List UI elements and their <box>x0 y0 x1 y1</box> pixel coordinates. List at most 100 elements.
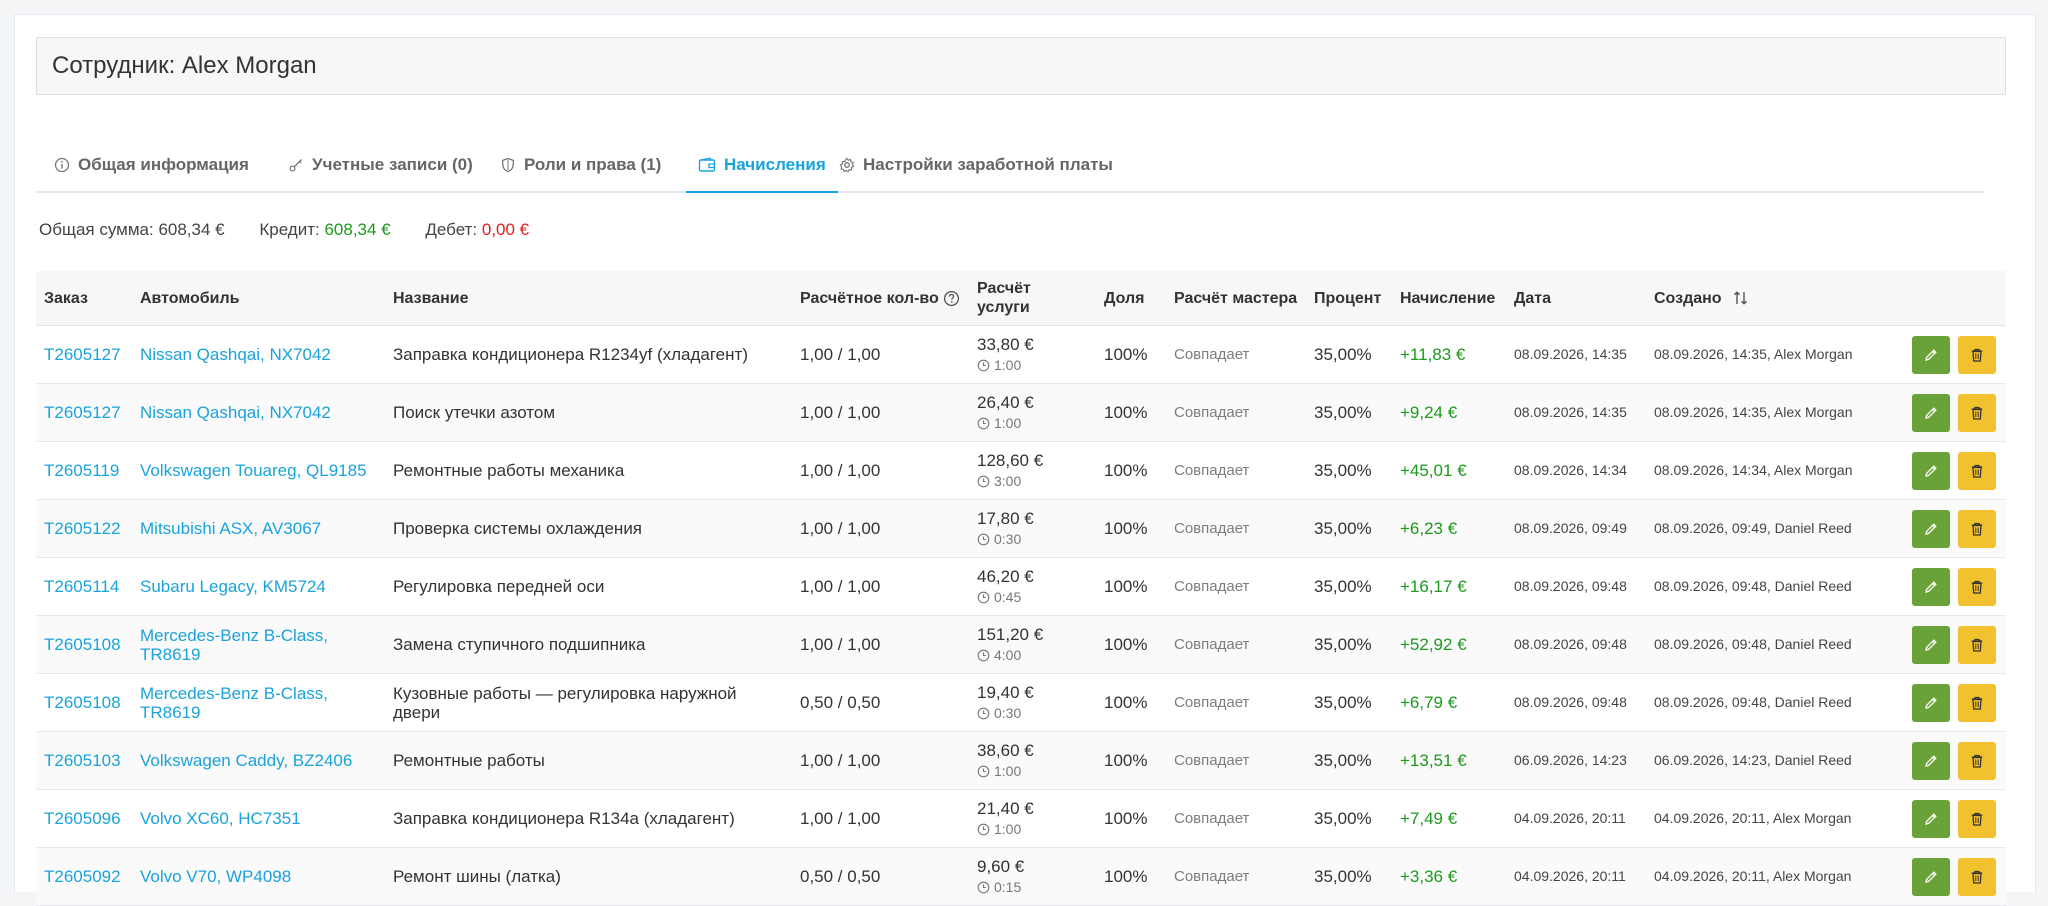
col-accrual: Начисление <box>1392 271 1506 326</box>
delete-button[interactable] <box>1958 625 1996 664</box>
delete-button[interactable] <box>1958 451 1996 490</box>
edit-button[interactable] <box>1912 509 1950 548</box>
pencil-icon <box>1925 522 1937 535</box>
car-link[interactable]: Volkswagen Touareg, QL9185 <box>140 461 367 480</box>
shield-icon <box>501 157 515 173</box>
help-icon[interactable] <box>943 290 960 307</box>
table-row: T2605122 Mitsubishi ASX, AV3067 Проверка… <box>36 499 2006 558</box>
tab-roles[interactable]: Роли и права (1) <box>500 139 661 191</box>
service-time: 3:00 <box>994 472 1022 489</box>
delete-button[interactable] <box>1958 393 1996 432</box>
master-calc: Совпадает <box>1166 557 1306 616</box>
edit-button[interactable] <box>1912 857 1950 896</box>
car-link[interactable]: Nissan Qashqai, NX7042 <box>140 345 331 364</box>
table-row: T2605127 Nissan Qashqai, NX7042 Заправка… <box>36 325 2006 384</box>
service-name: Кузовные работы — регулировка наружной д… <box>385 673 792 732</box>
created-value: 08.09.2026, 09:48, Daniel Reed <box>1646 673 1904 732</box>
edit-button[interactable] <box>1912 451 1950 490</box>
order-link[interactable]: T2605108 <box>44 693 121 712</box>
edit-button[interactable] <box>1912 393 1950 432</box>
trash-icon <box>1971 464 1983 478</box>
order-link[interactable]: T2605119 <box>44 461 120 480</box>
share-value: 100% <box>1096 325 1166 384</box>
delete-button[interactable] <box>1958 741 1996 780</box>
car-link[interactable]: Nissan Qashqai, NX7042 <box>140 403 331 422</box>
edit-button[interactable] <box>1912 683 1950 722</box>
car-link[interactable]: Mitsubishi ASX, AV3067 <box>140 519 322 538</box>
tab-accounts[interactable]: Учетные записи (0) <box>288 139 473 191</box>
delete-button[interactable] <box>1958 683 1996 722</box>
car-link[interactable]: Subaru Legacy, KM5724 <box>140 577 326 596</box>
delete-button[interactable] <box>1958 857 1996 896</box>
pencil-icon <box>1925 464 1937 477</box>
qty-value: 1,00 / 1,00 <box>792 731 969 790</box>
service-calc: 26,40 € 1:00 <box>969 383 1096 442</box>
accrual-value: +45,01 € <box>1392 441 1506 500</box>
total-sum: Общая сумма: 608,34 € <box>39 220 225 239</box>
percent-value: 35,00% <box>1306 789 1392 848</box>
service-time: 1:00 <box>994 762 1022 779</box>
order-link[interactable]: T2605103 <box>44 751 121 770</box>
order-link[interactable]: T2605108 <box>44 635 121 654</box>
trash-icon <box>1971 406 1983 420</box>
service-name: Регулировка передней оси <box>385 557 792 616</box>
col-name: Название <box>385 271 792 326</box>
employee-card: Сотрудник: Alex Morgan Общая информация … <box>14 14 2036 906</box>
delete-button[interactable] <box>1958 509 1996 548</box>
created-value: 04.09.2026, 20:11, Alex Morgan <box>1646 789 1904 848</box>
trash-icon <box>1971 638 1983 652</box>
edit-button[interactable] <box>1912 335 1950 374</box>
trash-icon <box>1971 696 1983 710</box>
debit-sum: Дебет: 0,00 € <box>425 220 530 239</box>
created-value: 06.09.2026, 14:23, Daniel Reed <box>1646 731 1904 790</box>
summary-bar: Общая сумма: 608,34 € Кредит: 608,34 € Д… <box>39 220 559 240</box>
wallet-icon <box>698 157 716 172</box>
accrual-value: +52,92 € <box>1392 615 1506 674</box>
clock-icon <box>977 765 990 777</box>
edit-button[interactable] <box>1912 799 1950 838</box>
service-name: Замена ступичного подшипника <box>385 615 792 674</box>
tab-salary-settings[interactable]: Настройки заработной платы <box>839 139 1113 191</box>
service-price: 19,40 € <box>977 682 1034 702</box>
table-row: T2605108 Mercedes-Benz B-Class, TR8619 З… <box>36 615 2006 674</box>
order-link[interactable]: T2605122 <box>44 519 121 538</box>
table-row: T2605119 Volkswagen Touareg, QL9185 Ремо… <box>36 441 2006 500</box>
order-link[interactable]: T2605127 <box>44 403 121 422</box>
share-value: 100% <box>1096 383 1166 442</box>
car-link[interactable]: Mercedes-Benz B-Class, TR8619 <box>140 683 329 722</box>
delete-button[interactable] <box>1958 335 1996 374</box>
car-link[interactable]: Volvo V70, WP4098 <box>140 867 292 886</box>
row-actions <box>1904 731 2006 790</box>
share-value: 100% <box>1096 847 1166 906</box>
service-calc: 151,20 € 4:00 <box>969 615 1096 674</box>
order-link[interactable]: T2605096 <box>44 809 121 828</box>
service-time: 0:15 <box>994 878 1022 895</box>
share-value: 100% <box>1096 499 1166 558</box>
pencil-icon <box>1925 638 1937 651</box>
service-calc: 19,40 € 0:30 <box>969 673 1096 732</box>
service-name: Поиск утечки азотом <box>385 383 792 442</box>
col-created[interactable]: Создано <box>1646 271 1904 326</box>
edit-button[interactable] <box>1912 741 1950 780</box>
service-calc: 128,60 € 3:00 <box>969 441 1096 500</box>
car-link[interactable]: Volkswagen Caddy, BZ2406 <box>140 751 353 770</box>
percent-value: 35,00% <box>1306 673 1392 732</box>
service-calc: 33,80 € 1:00 <box>969 325 1096 384</box>
order-link[interactable]: T2605114 <box>44 577 120 596</box>
qty-value: 1,00 / 1,00 <box>792 789 969 848</box>
sort-icon[interactable] <box>1732 289 1750 307</box>
tab-general-info[interactable]: Общая информация <box>54 139 249 191</box>
delete-button[interactable] <box>1958 567 1996 606</box>
delete-button[interactable] <box>1958 799 1996 838</box>
qty-value: 0,50 / 0,50 <box>792 673 969 732</box>
order-link[interactable]: T2605092 <box>44 867 121 886</box>
edit-button[interactable] <box>1912 625 1950 664</box>
edit-button[interactable] <box>1912 567 1950 606</box>
percent-value: 35,00% <box>1306 441 1392 500</box>
percent-value: 35,00% <box>1306 557 1392 616</box>
car-link[interactable]: Volvo XC60, HC7351 <box>140 809 301 828</box>
tab-accruals[interactable]: Начисления <box>686 139 838 193</box>
car-link[interactable]: Mercedes-Benz B-Class, TR8619 <box>140 625 329 664</box>
order-link[interactable]: T2605127 <box>44 345 121 364</box>
col-share: Доля <box>1096 271 1166 326</box>
